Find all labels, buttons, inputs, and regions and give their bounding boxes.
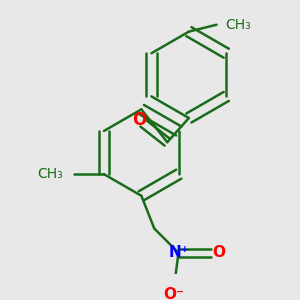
Text: CH₃: CH₃ <box>225 18 251 32</box>
Text: CH₃: CH₃ <box>38 167 63 181</box>
Text: N⁺: N⁺ <box>168 245 189 260</box>
Text: O: O <box>133 111 147 129</box>
Text: O: O <box>213 245 226 260</box>
Text: O⁻: O⁻ <box>164 287 185 300</box>
